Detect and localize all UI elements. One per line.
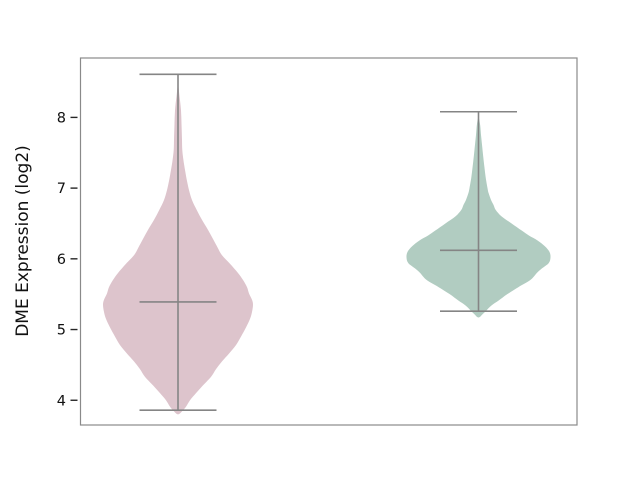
- plot-border: [79, 57, 578, 426]
- y-tick-label: 4: [57, 393, 66, 409]
- y-tick-label: 5: [57, 323, 66, 339]
- y-axis-ticks-group: 4 5 6 7 8: [57, 110, 78, 409]
- y-tick-label: 7: [57, 181, 66, 197]
- y-axis-label: DME Expression (log2): [13, 145, 33, 337]
- whisker-lines-group: [139, 73, 517, 411]
- y-tick-label: 8: [57, 110, 66, 126]
- y-tick-label: 6: [57, 252, 66, 268]
